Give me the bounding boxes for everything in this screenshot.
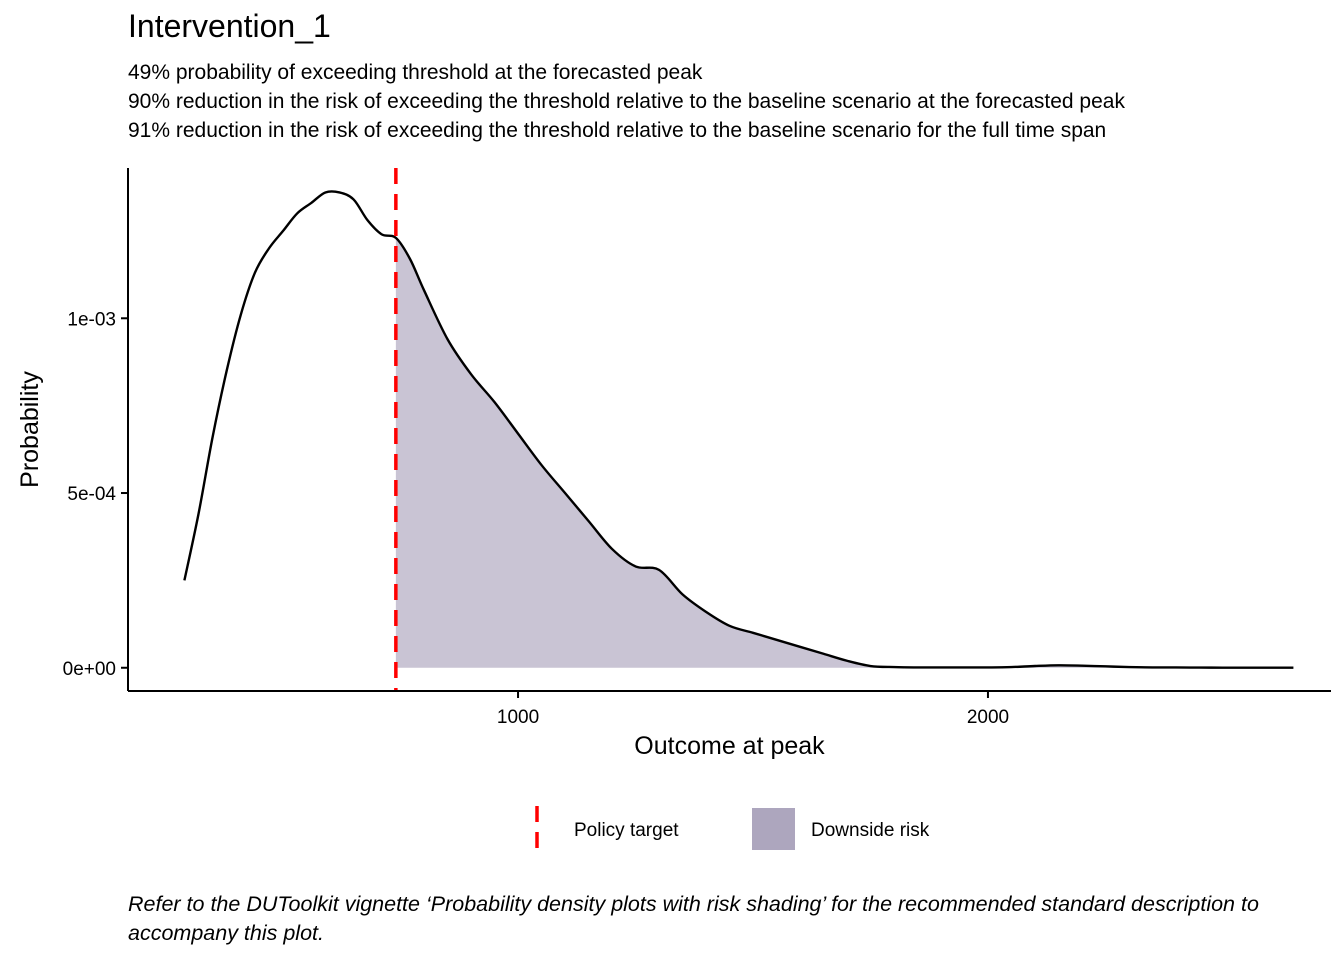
subtitle-line-3: 91% reduction in the risk of exceeding t… — [128, 119, 1107, 142]
legend-policy-label: Policy target — [574, 820, 679, 841]
subtitle-line-1: 49% probability of exceeding threshold a… — [128, 61, 703, 84]
legend-risk-label: Downside risk — [811, 820, 930, 841]
chart-subtitle: 49% probability of exceeding threshold a… — [128, 58, 1125, 145]
subtitle-line-2: 90% reduction in the risk of exceeding t… — [128, 90, 1125, 113]
legend-risk-key — [752, 808, 795, 850]
x-tick-label-1000: 1000 — [497, 707, 539, 728]
y-tick-label-1e-03: 1e-03 — [67, 309, 116, 330]
x-tick-label-2000: 2000 — [967, 707, 1009, 728]
y-tick-label-0e+00: 0e+00 — [63, 659, 116, 680]
x-axis-title: Outcome at peak — [634, 732, 825, 760]
plot-caption: Refer to the DUToolkit vignette ‘Probabi… — [128, 892, 1259, 945]
y-axis-title: Probability — [16, 371, 44, 488]
downside-risk-area — [395, 237, 1294, 668]
y-tick-label-5e-04: 5e-04 — [67, 484, 116, 505]
chart-title: Intervention_1 — [128, 8, 331, 44]
density-curve — [183, 190, 1294, 669]
